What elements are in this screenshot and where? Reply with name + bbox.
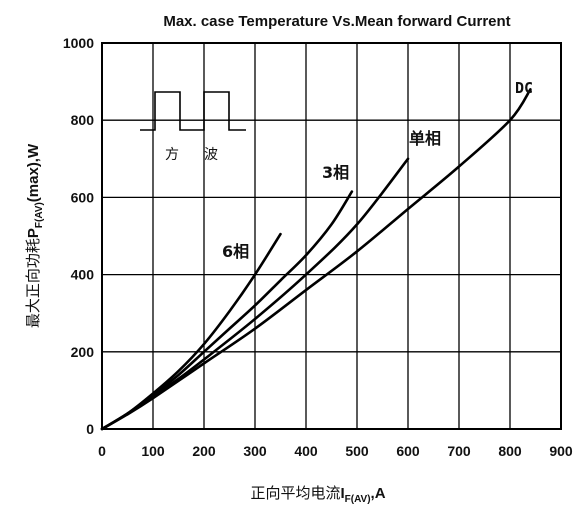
x-tick-label: 500 [345,443,369,459]
series-label-single: 单相 [409,129,441,148]
x-tick-label: 600 [396,443,420,459]
grid [102,43,561,429]
x-tick-label: 700 [447,443,471,459]
x-tick-labels: 0 100 200 300 400 500 600 700 800 900 [98,443,573,459]
x-tick-label: 900 [549,443,573,459]
x-tick-label: 400 [294,443,318,459]
x-tick-label: 0 [98,443,106,459]
y-axis-label-symbol: P [25,228,42,238]
x-tick-label: 800 [498,443,522,459]
square-wave-inset: 方 波 [140,91,246,163]
y-tick-label: 600 [71,189,95,205]
x-axis-label: 正向平均电流IF(AV),A [250,484,385,505]
y-tick-label: 400 [71,267,95,283]
inset-label-left: 方 [165,147,179,163]
y-tick-label: 200 [71,344,95,360]
y-axis-label-prefix: 最大正向功耗 [24,238,42,328]
inset-label-right: 波 [204,147,218,163]
y-tick-label: 1000 [63,35,94,51]
x-axis-label-suffix: ,A [371,485,386,502]
series-line-1 [100,190,354,431]
y-axis-label-subscript: F(AV) [34,202,45,228]
series-label-6: 6相 [222,242,249,261]
series-label-dc: DC [515,79,533,97]
series-label-3: 3相 [322,163,349,182]
x-axis-label-prefix: 正向平均电流 [250,484,340,502]
x-tick-label: 100 [141,443,165,459]
y-tick-labels: 0 200 400 600 800 1000 [63,35,94,437]
x-axis-label-subscript: F(AV) [345,494,371,505]
x-tick-label: 300 [243,443,267,459]
series-line-3 [100,88,532,431]
y-axis-label: 最大正向功耗PF(AV)(max),W [24,143,45,328]
x-axis-label-symbol: I [340,485,344,502]
y-axis-label-suffix: (max),W [25,143,42,202]
x-tick-label: 200 [192,443,216,459]
chart-title: Max. case Temperature Vs.Mean forward Cu… [163,13,510,30]
series-line-0 [100,232,282,431]
y-tick-label: 0 [86,421,94,437]
y-tick-label: 800 [71,112,95,128]
square-wave-icon [140,91,246,131]
series-curves [100,88,532,431]
plot-frame [101,42,562,430]
